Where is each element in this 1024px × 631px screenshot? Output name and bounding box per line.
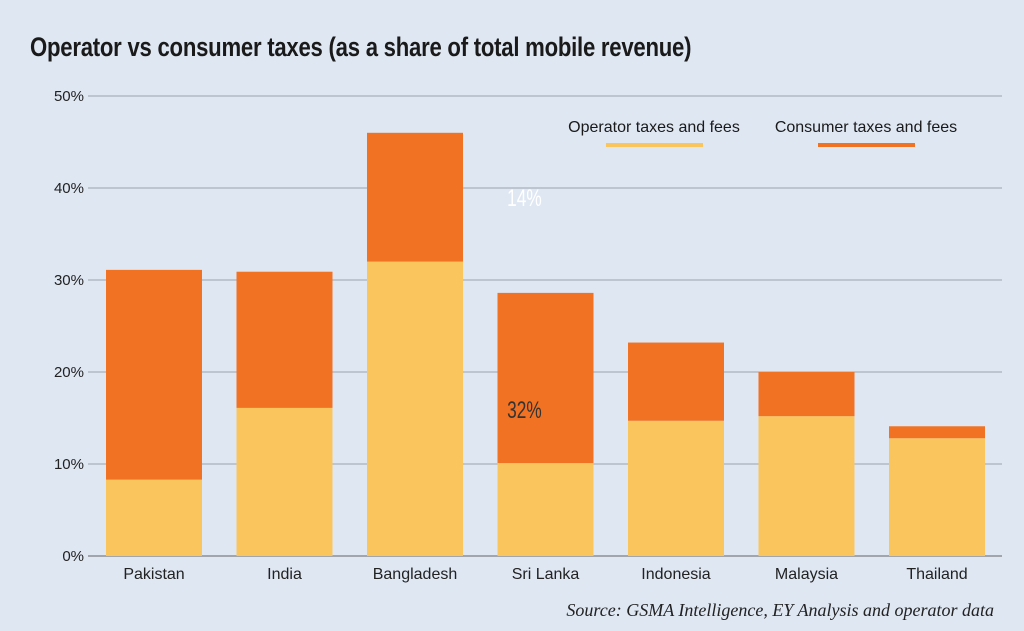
y-tick-label: 0% <box>62 548 84 565</box>
y-tick-label: 30% <box>54 272 84 289</box>
y-tick-label: 40% <box>54 180 84 197</box>
bar-operator <box>628 420 724 556</box>
bar-consumer <box>889 426 985 439</box>
bar-consumer <box>367 132 463 262</box>
y-tick-label: 20% <box>54 364 84 381</box>
bar-operator <box>497 463 594 556</box>
data-label: 14% <box>507 186 542 212</box>
bar-operator <box>758 416 855 556</box>
bar-operator <box>367 261 463 556</box>
x-tick-label: Sri Lanka <box>512 566 580 583</box>
x-tick-label: Thailand <box>906 566 967 583</box>
x-tick-label: Pakistan <box>123 566 184 583</box>
bar-consumer <box>236 271 333 408</box>
chart-title: Operator vs consumer taxes (as a share o… <box>30 32 692 62</box>
x-tick-label: Malaysia <box>775 566 838 583</box>
bar-operator <box>236 407 333 556</box>
legend-label: Consumer taxes and fees <box>775 119 957 136</box>
x-tick-label: India <box>267 566 302 583</box>
source-note: Source: GSMA Intelligence, EY Analysis a… <box>566 600 994 620</box>
x-tick-label: Bangladesh <box>373 566 458 583</box>
bar-operator <box>889 438 985 556</box>
legend-label: Operator taxes and fees <box>568 119 740 136</box>
bar-consumer <box>628 342 724 421</box>
bar-consumer <box>497 292 594 464</box>
legend-swatch <box>606 143 703 147</box>
data-label: 32% <box>507 397 542 423</box>
y-tick-label: 50% <box>54 88 84 105</box>
bar-consumer <box>106 269 202 480</box>
bar-operator <box>106 479 202 556</box>
y-tick-label: 10% <box>54 456 84 473</box>
bar-consumer <box>758 372 855 417</box>
x-tick-label: Indonesia <box>641 566 710 583</box>
legend-swatch <box>818 143 915 147</box>
